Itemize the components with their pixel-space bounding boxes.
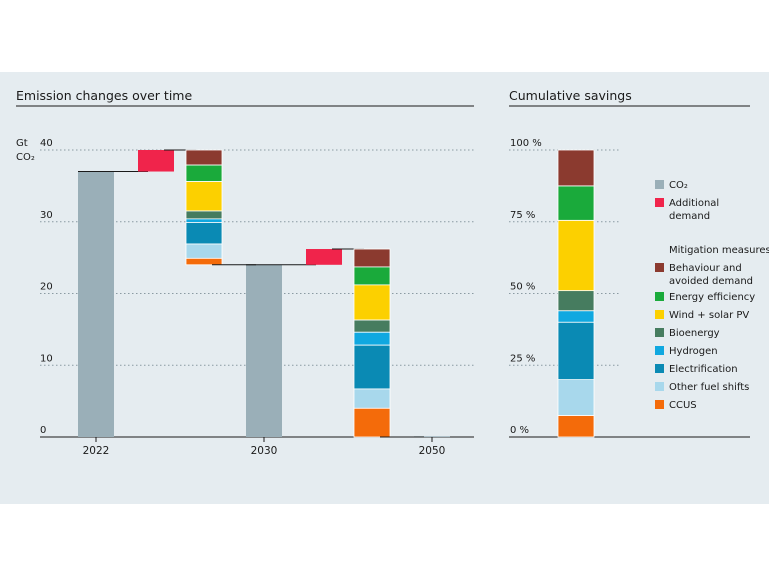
legend-label-electrification: Electrification bbox=[669, 364, 738, 375]
right-ytick-100: 100 % bbox=[510, 138, 542, 149]
reduction-2-ccus bbox=[353, 407, 391, 438]
reduction-1-bioenergy bbox=[185, 210, 223, 220]
left-ytick-0: 0 bbox=[40, 425, 46, 436]
additional-demand-bar-2 bbox=[306, 249, 342, 265]
savings-other-fuel-shifts bbox=[557, 379, 595, 416]
total-bar-2022 bbox=[78, 171, 114, 437]
legend-swatch-hydrogen bbox=[655, 346, 664, 355]
right-ytick-25: 25 % bbox=[510, 353, 535, 364]
savings-bioenergy bbox=[557, 290, 595, 312]
legend-swatch-additional-demand bbox=[655, 198, 664, 207]
reduction-2-hydrogen bbox=[353, 331, 391, 346]
additional-demand-bar-1 bbox=[138, 150, 174, 172]
reduction-1-behaviour-and-avoided-demand bbox=[185, 149, 223, 166]
right-gridlines bbox=[509, 149, 750, 438]
legend-label-hydrogen: Hydrogen bbox=[669, 346, 718, 357]
legend-swatch-wind-solar-pv bbox=[655, 310, 664, 319]
legend-label-additional-line1: Additional bbox=[669, 198, 719, 209]
legend-swatch-electrification bbox=[655, 364, 664, 373]
legend-label-other-fuel-shifts: Other fuel shifts bbox=[669, 382, 749, 393]
legend-label-behaviour-and-avoided-demand-line2: avoided demand bbox=[669, 276, 753, 287]
x-label-2050: 2050 bbox=[419, 445, 446, 457]
x-label-2030: 2030 bbox=[251, 445, 278, 457]
legend-swatch-co2 bbox=[655, 180, 664, 189]
left-y-ticks: 0 10 20 30 40 bbox=[40, 138, 53, 436]
savings-ccus bbox=[557, 415, 595, 438]
y-unit-line1: Gt bbox=[16, 138, 28, 149]
reduction-2-wind-solar-pv bbox=[353, 284, 391, 321]
right-ytick-0: 0 % bbox=[510, 425, 529, 436]
legend-label-ccus: CCUS bbox=[669, 400, 697, 411]
left-ytick-20: 20 bbox=[40, 282, 53, 293]
reduction-1-hydrogen bbox=[185, 218, 223, 223]
reduction-1-ccus bbox=[185, 257, 223, 266]
savings-energy-efficiency bbox=[557, 185, 595, 221]
savings-wind-solar-pv bbox=[557, 219, 595, 292]
legend-swatch-energy-efficiency bbox=[655, 292, 664, 301]
legend-swatch-other-fuel-shifts bbox=[655, 382, 664, 391]
right-stacked-bar bbox=[557, 149, 595, 438]
y-unit-line2: CO₂ bbox=[16, 152, 35, 163]
legend-label-co2: CO₂ bbox=[669, 180, 688, 191]
left-ytick-10: 10 bbox=[40, 353, 53, 364]
reduction-1-energy-efficiency bbox=[185, 164, 223, 182]
legend-measures-header: Mitigation measures bbox=[669, 245, 769, 256]
right-ytick-75: 75 % bbox=[510, 210, 535, 221]
left-waterfall-bars bbox=[78, 149, 450, 438]
reduction-2-behaviour-and-avoided-demand bbox=[353, 248, 391, 268]
reduction-2-electrification bbox=[353, 344, 391, 390]
right-ytick-50: 50 % bbox=[510, 282, 535, 293]
legend-swatch-bioenergy bbox=[655, 328, 664, 337]
savings-hydrogen bbox=[557, 310, 595, 323]
left-chart-title: Emission changes over time bbox=[16, 88, 192, 103]
legend-label-energy-efficiency: Energy efficiency bbox=[669, 292, 755, 303]
total-bar-2030 bbox=[246, 264, 282, 437]
savings-behaviour-and-avoided-demand bbox=[557, 149, 595, 187]
left-ytick-30: 30 bbox=[40, 210, 53, 221]
reduction-1-wind-solar-pv bbox=[185, 181, 223, 212]
legend-label-behaviour-and-avoided-demand: Behaviour and bbox=[669, 263, 742, 274]
legend-label-additional-line2: demand bbox=[669, 211, 710, 222]
reduction-1-electrification bbox=[185, 222, 223, 245]
legend-swatch-behaviour-and-avoided-demand bbox=[655, 263, 664, 272]
total-bar-2050 bbox=[414, 436, 450, 438]
left-x-labels: 2022 2030 2050 bbox=[83, 437, 446, 457]
savings-electrification bbox=[557, 321, 595, 381]
legend-swatch-ccus bbox=[655, 400, 664, 409]
reduction-1-other-fuel-shifts bbox=[185, 243, 223, 259]
reduction-2-bioenergy bbox=[353, 319, 391, 333]
legend-label-wind-solar-pv: Wind + solar PV bbox=[669, 310, 749, 321]
x-label-2022: 2022 bbox=[83, 445, 110, 457]
right-y-ticks: 0 % 25 % 50 % 75 % 100 % bbox=[510, 138, 542, 436]
left-ytick-40: 40 bbox=[40, 138, 53, 149]
reduction-2-other-fuel-shifts bbox=[353, 388, 391, 409]
legend: CO₂ Additional demand Mitigation measures Be… bbox=[655, 180, 769, 411]
right-chart-title: Cumulative savings bbox=[509, 88, 632, 103]
legend-label-bioenergy: Bioenergy bbox=[669, 328, 720, 339]
reduction-2-energy-efficiency bbox=[353, 266, 391, 286]
